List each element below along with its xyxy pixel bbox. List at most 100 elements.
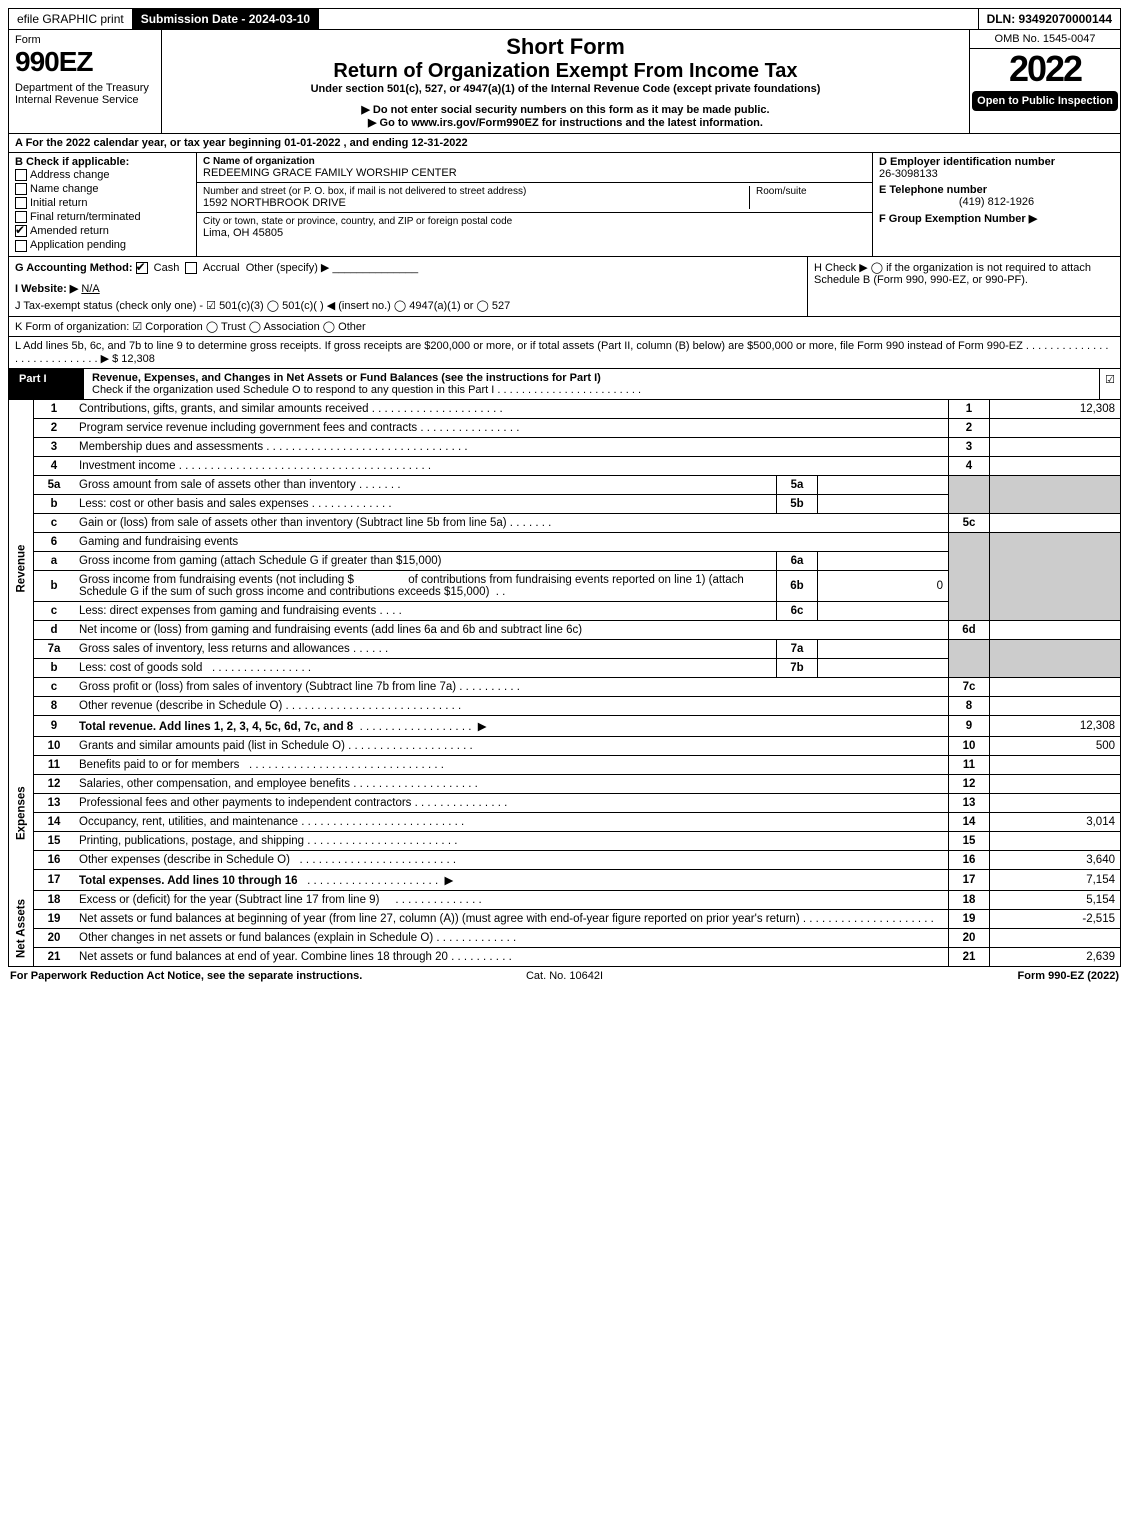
section-l: L Add lines 5b, 6c, and 7b to line 9 to … bbox=[8, 337, 1121, 369]
subtitle-3: ▶ Go to www.irs.gov/Form990EZ for instru… bbox=[168, 116, 963, 129]
cb-application-pending[interactable]: Application pending bbox=[15, 238, 190, 252]
form-header: Form 990EZ Department of the Treasury In… bbox=[8, 30, 1121, 134]
line-21: 21Net assets or fund balances at end of … bbox=[9, 947, 1121, 966]
tax-year: 2022 bbox=[970, 49, 1120, 89]
city-value: Lima, OH 45805 bbox=[203, 227, 866, 239]
phone-value: (419) 812-1926 bbox=[879, 196, 1114, 208]
website-value: N/A bbox=[81, 283, 99, 295]
phone-label: E Telephone number bbox=[879, 184, 1114, 196]
website-row: I Website: ▶ N/A bbox=[15, 282, 801, 295]
other-specify: Other (specify) ▶ bbox=[246, 262, 330, 274]
room-label: Room/suite bbox=[756, 186, 866, 197]
part-1-label: Part I bbox=[9, 369, 84, 399]
netassets-side-label: Net Assets bbox=[9, 890, 34, 966]
line-12: 12Salaries, other compensation, and empl… bbox=[9, 774, 1121, 793]
amount-16: 3,640 bbox=[990, 850, 1121, 869]
top-bar: efile GRAPHIC print Submission Date - 20… bbox=[8, 8, 1121, 30]
dln: DLN: 93492070000144 bbox=[978, 9, 1120, 29]
cb-initial-return[interactable]: Initial return bbox=[15, 196, 190, 210]
form-number: 990EZ bbox=[15, 46, 155, 78]
cb-address-change[interactable]: Address change bbox=[15, 168, 190, 182]
line-17: 17Total expenses. Add lines 10 through 1… bbox=[9, 869, 1121, 890]
line-6d: dNet income or (loss) from gaming and fu… bbox=[9, 620, 1121, 639]
line-14: 14Occupancy, rent, utilities, and mainte… bbox=[9, 812, 1121, 831]
form-title: Return of Organization Exempt From Incom… bbox=[168, 60, 963, 83]
submission-date: Submission Date - 2024-03-10 bbox=[133, 9, 319, 29]
line-6: 6Gaming and fundraising events bbox=[9, 532, 1121, 551]
efile-label[interactable]: efile GRAPHIC print bbox=[9, 9, 133, 29]
section-bcdef: B Check if applicable: Address change Na… bbox=[8, 153, 1121, 257]
line-9: 9Total revenue. Add lines 1, 2, 3, 4, 5c… bbox=[9, 715, 1121, 736]
amount-1: 12,308 bbox=[990, 400, 1121, 419]
open-to-public: Open to Public Inspection bbox=[972, 91, 1118, 111]
section-k: K Form of organization: ☑ Corporation ◯ … bbox=[8, 317, 1121, 337]
line-19: 19Net assets or fund balances at beginni… bbox=[9, 909, 1121, 928]
line-7a: 7aGross sales of inventory, less returns… bbox=[9, 639, 1121, 658]
amount-10: 500 bbox=[990, 736, 1121, 755]
line-2: 2Program service revenue including gover… bbox=[9, 418, 1121, 437]
line-5a: 5aGross amount from sale of assets other… bbox=[9, 475, 1121, 494]
amount-17: 7,154 bbox=[990, 869, 1121, 890]
section-b-title: B Check if applicable: bbox=[15, 156, 190, 168]
ein-label: D Employer identification number bbox=[879, 156, 1114, 168]
subtitle-2: ▶ Do not enter social security numbers o… bbox=[168, 103, 963, 116]
line-8: 8Other revenue (describe in Schedule O) … bbox=[9, 696, 1121, 715]
ein-value: 26-3098133 bbox=[879, 168, 1114, 180]
dept-label: Department of the Treasury Internal Reve… bbox=[15, 82, 155, 106]
org-name-value: REDEEMING GRACE FAMILY WORSHIP CENTER bbox=[203, 167, 866, 179]
part-1-checkbox[interactable]: ☑ bbox=[1099, 369, 1120, 399]
ghi-left: G Accounting Method: Cash Accrual Other … bbox=[9, 257, 807, 316]
section-a: A For the 2022 calendar year, or tax yea… bbox=[8, 134, 1121, 153]
part-1-title: Revenue, Expenses, and Changes in Net As… bbox=[84, 369, 1099, 399]
line-20: 20Other changes in net assets or fund ba… bbox=[9, 928, 1121, 947]
line-5c: cGain or (loss) from sale of assets othe… bbox=[9, 513, 1121, 532]
amount-19: -2,515 bbox=[990, 909, 1121, 928]
section-ghi: G Accounting Method: Cash Accrual Other … bbox=[8, 257, 1121, 317]
street-label: Number and street (or P. O. box, if mail… bbox=[203, 186, 749, 197]
line-7c: cGross profit or (loss) from sales of in… bbox=[9, 677, 1121, 696]
section-c: C Name of organization REDEEMING GRACE F… bbox=[197, 153, 872, 256]
city-label: City or town, state or province, country… bbox=[203, 216, 866, 227]
cb-amended-return[interactable]: Amended return bbox=[15, 224, 190, 238]
amount-6b: 0 bbox=[818, 570, 949, 601]
amount-18: 5,154 bbox=[990, 890, 1121, 909]
section-def: D Employer identification number 26-3098… bbox=[872, 153, 1120, 256]
omb-number: OMB No. 1545-0047 bbox=[970, 30, 1120, 49]
line-1: Revenue 1Contributions, gifts, grants, a… bbox=[9, 400, 1121, 419]
section-h: H Check ▶ ◯ if the organization is not r… bbox=[807, 257, 1120, 316]
street-value: 1592 NORTHBROOK DRIVE bbox=[203, 197, 749, 209]
part-1-header: Part I Revenue, Expenses, and Changes in… bbox=[8, 369, 1121, 400]
tax-exempt-status: J Tax-exempt status (check only one) - ☑… bbox=[15, 299, 801, 312]
page-footer: For Paperwork Reduction Act Notice, see … bbox=[8, 967, 1121, 985]
city-row: City or town, state or province, country… bbox=[197, 213, 872, 242]
org-name-row: C Name of organization REDEEMING GRACE F… bbox=[197, 153, 872, 183]
line-10: Expenses 10Grants and similar amounts pa… bbox=[9, 736, 1121, 755]
revenue-side-label: Revenue bbox=[9, 400, 34, 737]
cb-final-return[interactable]: Final return/terminated bbox=[15, 210, 190, 224]
form-word: Form bbox=[15, 34, 155, 46]
amount-9: 12,308 bbox=[990, 715, 1121, 736]
amount-14: 3,014 bbox=[990, 812, 1121, 831]
header-center: Short Form Return of Organization Exempt… bbox=[162, 30, 969, 133]
line-15: 15Printing, publications, postage, and s… bbox=[9, 831, 1121, 850]
group-exemption-label: F Group Exemption Number ▶ bbox=[879, 212, 1114, 225]
line-3: 3Membership dues and assessments . . . .… bbox=[9, 437, 1121, 456]
secg-label: G Accounting Method: bbox=[15, 262, 133, 274]
street-row: Number and street (or P. O. box, if mail… bbox=[197, 183, 872, 213]
header-left: Form 990EZ Department of the Treasury In… bbox=[9, 30, 162, 133]
line-4: 4Investment income . . . . . . . . . . .… bbox=[9, 456, 1121, 475]
line-16: 16Other expenses (describe in Schedule O… bbox=[9, 850, 1121, 869]
line-13: 13Professional fees and other payments t… bbox=[9, 793, 1121, 812]
amount-21: 2,639 bbox=[990, 947, 1121, 966]
section-b: B Check if applicable: Address change Na… bbox=[9, 153, 197, 256]
cb-cash[interactable] bbox=[136, 262, 148, 274]
header-right: OMB No. 1545-0047 2022 Open to Public In… bbox=[969, 30, 1120, 133]
short-form-label: Short Form bbox=[168, 34, 963, 60]
line-18: Net Assets 18Excess or (deficit) for the… bbox=[9, 890, 1121, 909]
footer-center: Cat. No. 10642I bbox=[380, 970, 750, 982]
website-label: I Website: ▶ bbox=[15, 283, 78, 295]
footer-right: Form 990-EZ (2022) bbox=[749, 970, 1119, 982]
cb-name-change[interactable]: Name change bbox=[15, 182, 190, 196]
cb-accrual[interactable] bbox=[185, 262, 197, 274]
footer-left: For Paperwork Reduction Act Notice, see … bbox=[10, 970, 380, 982]
